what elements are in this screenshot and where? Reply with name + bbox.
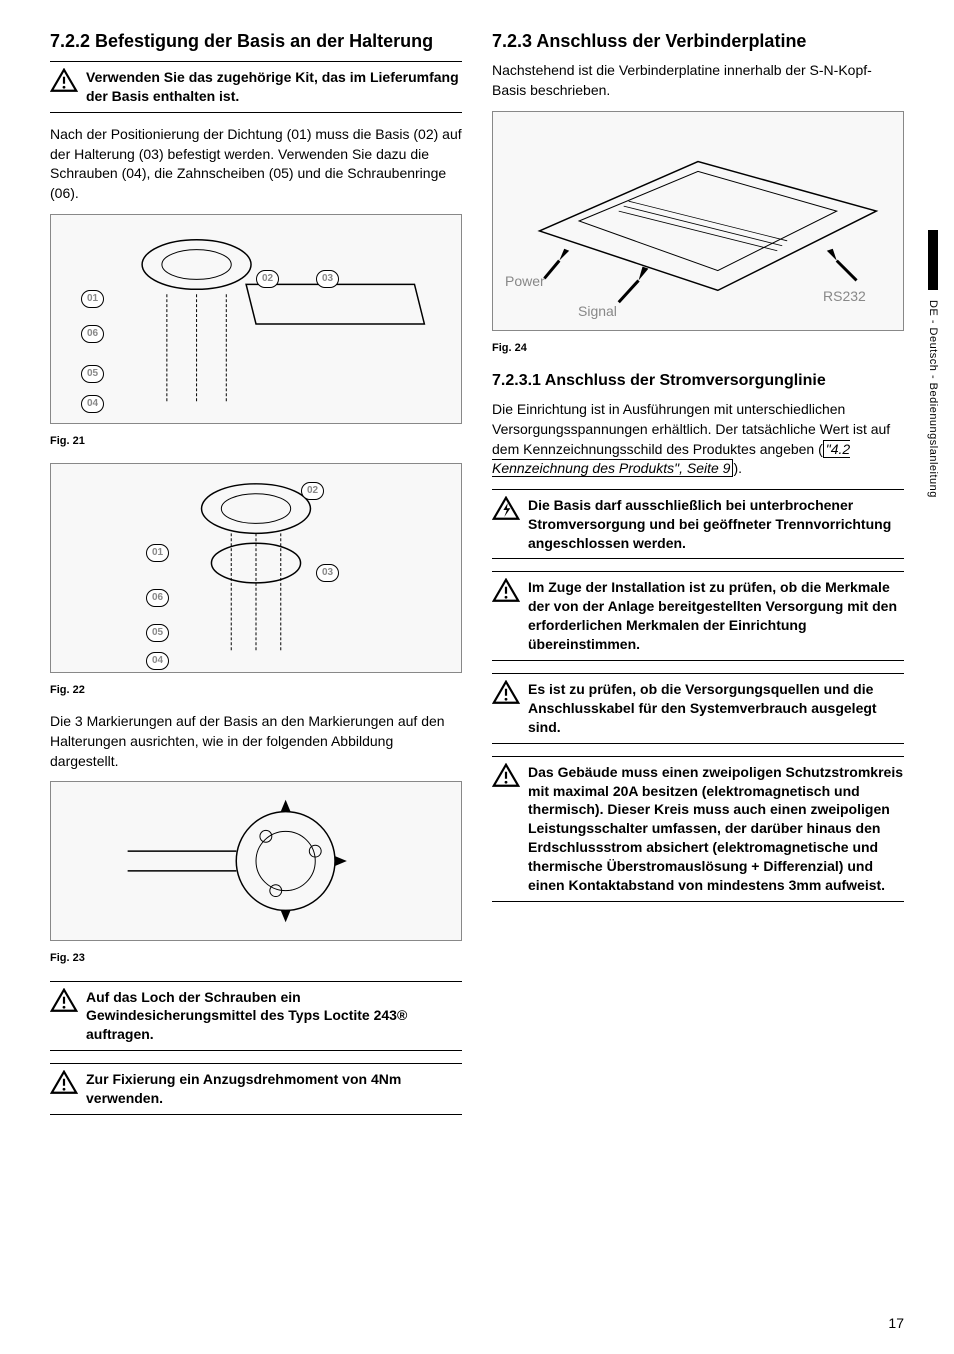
warning-text: Auf das Loch der Schrauben ein Gewindesi… (86, 988, 462, 1045)
right-column: 7.2.3 Anschluss der Verbinderplatine Nac… (492, 30, 904, 1127)
figure-21: 01 02 03 04 05 06 (50, 214, 462, 424)
warning-triangle-icon (50, 1070, 78, 1096)
left-column: 7.2.2 Befestigung der Basis an der Halte… (50, 30, 462, 1127)
callout-04: 04 (146, 652, 169, 670)
warning-loctite: Auf das Loch der Schrauben ein Gewindesi… (50, 981, 462, 1052)
warning-triangle-icon (50, 988, 78, 1014)
warning-kit: Verwenden Sie das zugehörige Kit, das im… (50, 61, 462, 113)
sidebar-indicator-bar (928, 230, 938, 290)
paragraph: Nachstehend ist die Verbinderplatine inn… (492, 61, 904, 100)
fig22-caption: Fig. 22 (50, 683, 462, 698)
figure-24: Power Signal RS232 (492, 111, 904, 331)
warning-text: Das Gebäude muss einen zweipoligen Schut… (528, 763, 904, 895)
paragraph: Die Einrichtung ist in Ausführungen mit … (492, 400, 904, 478)
text-fragment: ). (733, 460, 742, 476)
sidebar-language-label: DE - Deutsch - Bedienungslanleitung (925, 300, 940, 498)
page-number: 17 (888, 1314, 904, 1334)
callout-02: 02 (256, 270, 279, 288)
warning-triangle-icon (50, 68, 78, 94)
callout-01: 01 (81, 290, 104, 308)
label-signal: Signal (578, 302, 617, 322)
section-heading-722: 7.2.2 Befestigung der Basis an der Halte… (50, 30, 462, 53)
callout-05: 05 (81, 365, 104, 383)
warning-supply-check: Im Zuge der Installation ist zu prüfen, … (492, 571, 904, 661)
fig21-caption: Fig. 21 (50, 434, 462, 449)
figure-22: 01 02 03 04 05 06 (50, 463, 462, 673)
warning-text: Zur Fixierung ein Anzugsdrehmoment von 4… (86, 1070, 462, 1108)
warning-torque: Zur Fixierung ein Anzugsdrehmoment von 4… (50, 1063, 462, 1115)
label-power: Power (505, 272, 545, 292)
electrical-warning-icon (492, 496, 520, 522)
label-rs232: RS232 (823, 287, 866, 307)
warning-power-off: Die Basis darf ausschließlich bei unterb… (492, 489, 904, 560)
section-heading-723: 7.2.3 Anschluss der Verbinderplatine (492, 30, 904, 53)
paragraph: Die 3 Markierungen auf der Basis an den … (50, 712, 462, 771)
fig23-caption: Fig. 23 (50, 951, 462, 966)
callout-06: 06 (146, 589, 169, 607)
callout-03: 03 (316, 270, 339, 288)
warning-triangle-icon (492, 763, 520, 789)
warning-text: Verwenden Sie das zugehörige Kit, das im… (86, 68, 462, 106)
paragraph: Nach der Positionierung der Dichtung (01… (50, 125, 462, 203)
fig24-caption: Fig. 24 (492, 341, 904, 356)
callout-03: 03 (316, 564, 339, 582)
warning-cable-rating: Es ist zu prüfen, ob die Versorgungsquel… (492, 673, 904, 744)
warning-circuit-breaker: Das Gebäude muss einen zweipoligen Schut… (492, 756, 904, 902)
callout-06: 06 (81, 325, 104, 343)
figure-23 (50, 781, 462, 941)
callout-05: 05 (146, 624, 169, 642)
section-heading-7231: 7.2.3.1 Anschluss der Stromversorgunglin… (492, 370, 904, 392)
warning-text: Im Zuge der Installation ist zu prüfen, … (528, 578, 904, 654)
warning-text: Es ist zu prüfen, ob die Versorgungsquel… (528, 680, 904, 737)
warning-text: Die Basis darf ausschließlich bei unterb… (528, 496, 904, 553)
warning-triangle-icon (492, 578, 520, 604)
warning-triangle-icon (492, 680, 520, 706)
callout-04: 04 (81, 395, 104, 413)
callout-01: 01 (146, 544, 169, 562)
callout-02: 02 (301, 482, 324, 500)
